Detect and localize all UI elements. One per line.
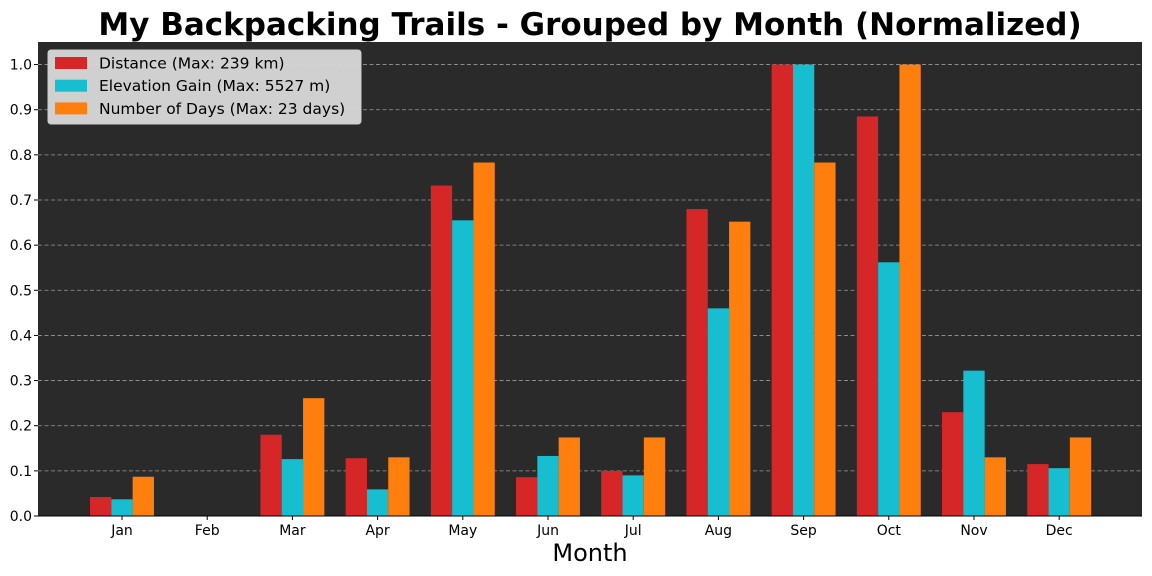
y-tick-label: 0.5 — [10, 283, 32, 299]
y-tick-label: 0.8 — [10, 148, 32, 164]
y-tick-label: 0.7 — [10, 193, 32, 209]
bar-1-mar — [260, 434, 282, 516]
y-tick-label: 0.6 — [10, 238, 32, 254]
y-tick-label: 0.3 — [10, 374, 32, 390]
bar-2-nov — [963, 370, 985, 516]
x-tick-label: Feb — [195, 523, 220, 539]
bar-1-jan — [90, 497, 112, 516]
x-tick-label: Oct — [877, 523, 902, 539]
y-tick-label: 0.1 — [10, 464, 32, 480]
bar-2-oct — [878, 262, 900, 516]
bar-1-oct — [856, 116, 879, 516]
bar-2-jul — [622, 475, 644, 516]
bar-2-sep — [792, 64, 815, 517]
y-tick-label: 0.9 — [10, 103, 32, 119]
bar-2-apr — [366, 489, 389, 516]
bar-3-jul — [643, 437, 666, 516]
chart-title: My Backpacking Trails - Grouped by Month… — [98, 7, 1081, 43]
bar-1-sep — [771, 64, 793, 517]
y-tick-label: 0.2 — [10, 419, 32, 435]
bar-3-apr — [388, 457, 410, 516]
legend: Distance (Max: 239 km) Elevation Gain (Ma… — [47, 49, 362, 125]
bar-3-jun — [558, 437, 580, 516]
x-tick-label: Aug — [705, 523, 732, 539]
x-tick-label: Dec — [1046, 523, 1073, 539]
bar-3-aug — [729, 221, 751, 516]
legend-label: Distance (Max: 239 km) — [99, 55, 285, 73]
bar-2-dec — [1048, 468, 1070, 516]
bar-2-jan — [111, 499, 133, 516]
bar-2-jun — [537, 455, 559, 516]
y-tick-label: 1.0 — [10, 58, 32, 74]
x-axis: Jan Feb Mar Apr May Jun Jul Aug Sep Oct Nov Dec — [110, 516, 1073, 539]
x-tick-label: Nov — [960, 523, 987, 539]
bar-3-dec — [1069, 437, 1092, 516]
legend-swatch — [55, 57, 87, 69]
bar-3-jan — [132, 476, 154, 516]
bar-3-may — [473, 162, 495, 516]
bar-3-mar — [303, 398, 325, 516]
x-tick-label: Jun — [536, 523, 559, 539]
bar-1-nov — [942, 412, 964, 516]
bar-3-sep — [814, 162, 836, 516]
bar-1-jul — [601, 470, 623, 516]
y-tick-label: 0.0 — [10, 509, 32, 525]
x-tick-label: Jul — [624, 523, 642, 539]
x-tick-label: May — [448, 523, 477, 539]
x-axis-label: Month — [552, 539, 627, 567]
bar-1-apr — [345, 458, 367, 516]
legend-label: Elevation Gain (Max: 5527 m) — [99, 77, 330, 95]
bar-1-jun — [516, 477, 538, 516]
bar-3-oct — [899, 64, 921, 517]
bar-1-dec — [1027, 464, 1049, 516]
x-tick-label: Sep — [790, 523, 817, 539]
bar-3-nov — [984, 457, 1006, 516]
bars-group — [90, 64, 1092, 517]
x-tick-label: Jan — [110, 523, 133, 539]
bar-2-mar — [281, 459, 304, 516]
bar-1-may — [430, 185, 453, 516]
x-tick-label: Apr — [365, 523, 389, 539]
y-axis: 0.0 0.1 0.2 0.3 0.4 0.5 0.6 0.7 0.8 0.9 1.0 — [10, 58, 38, 525]
legend-swatch — [55, 79, 87, 92]
legend-label: Number of Days (Max: 23 days) — [99, 100, 345, 118]
legend-swatch — [55, 102, 87, 115]
y-tick-label: 0.4 — [10, 328, 32, 344]
x-tick-label: Mar — [279, 523, 306, 539]
bar-1-aug — [686, 209, 708, 516]
bar-2-aug — [707, 308, 730, 516]
legend-box — [47, 49, 362, 125]
bar-2-may — [452, 220, 474, 517]
